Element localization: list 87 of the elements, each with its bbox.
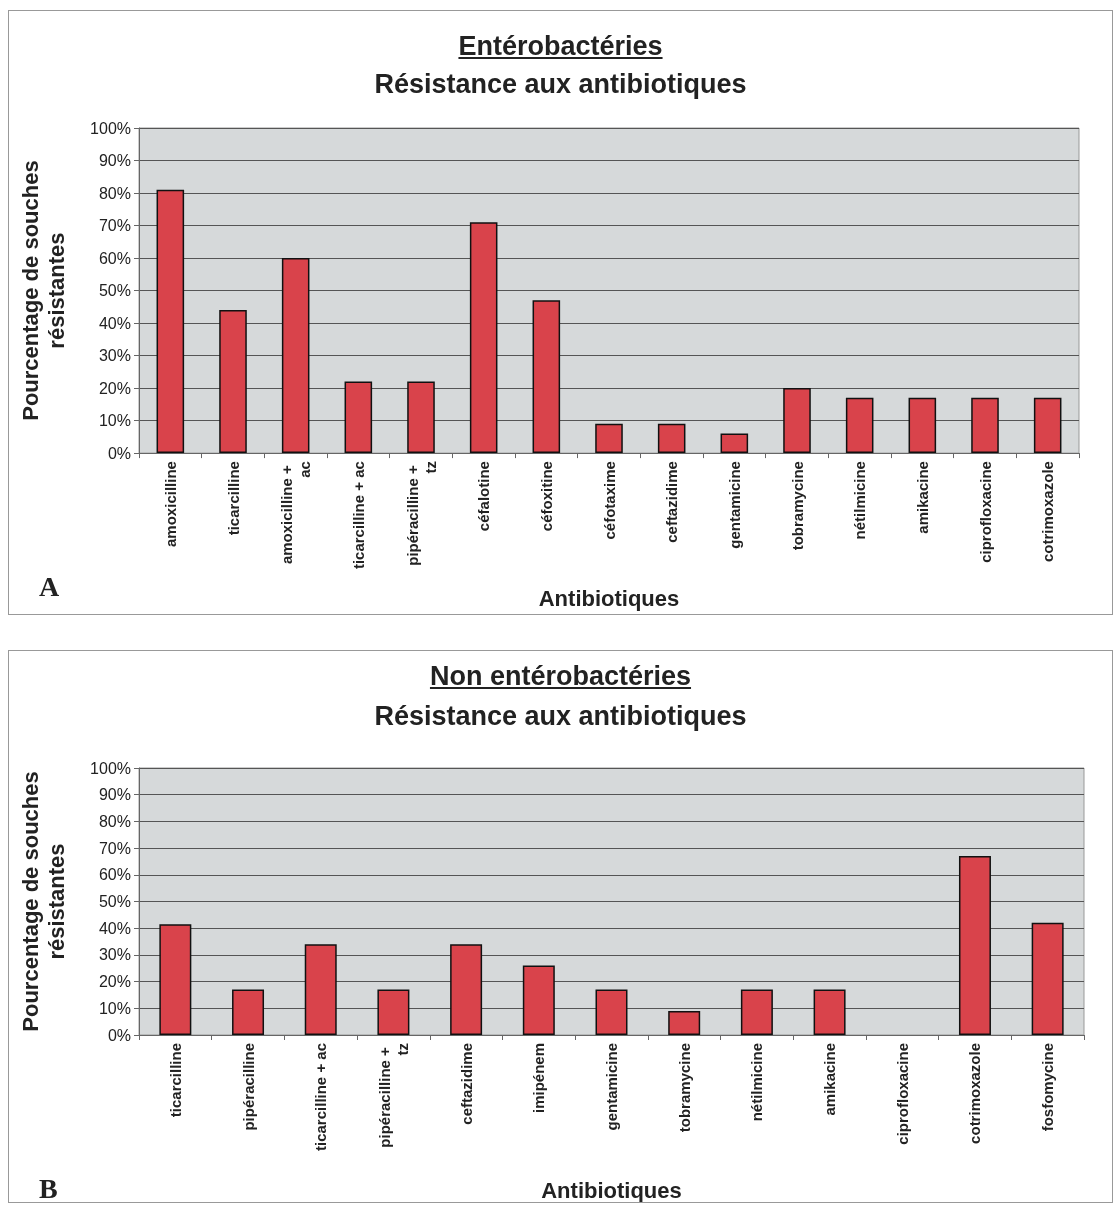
bar <box>1031 922 1064 1035</box>
y-tick-label: 80% <box>98 184 131 202</box>
chart-subtitle: Résistance aux antibiotiques <box>373 69 748 100</box>
bar <box>958 856 991 1035</box>
x-tick-label: amoxicilline <box>161 461 179 547</box>
x-tick-label: céfoxitine <box>537 461 555 532</box>
y-tick-label: 10% <box>98 999 131 1017</box>
x-tick-label: amikacine <box>821 1043 839 1116</box>
chart-subtitle: Résistance aux antibiotiques <box>373 701 748 732</box>
y-tick-label: 50% <box>98 893 131 910</box>
bar <box>845 397 874 454</box>
y-tick-label: 70% <box>98 217 131 235</box>
bar <box>657 423 686 454</box>
x-tick-label: nétilmicine <box>748 1043 766 1122</box>
x-tick-label: ciprofloxacine <box>976 461 994 563</box>
y-tick-label: 70% <box>98 839 131 857</box>
x-tick-label: pipéracilline + tz <box>375 1043 411 1148</box>
y-tick-label: 100% <box>90 759 131 777</box>
bar <box>281 258 310 454</box>
bar <box>159 924 192 1035</box>
x-tick-label: gentamicine <box>603 1043 620 1131</box>
bar <box>668 1010 701 1035</box>
x-tick-label: cotrimoxazole <box>966 1043 984 1144</box>
bar <box>971 397 999 454</box>
x-tick-label: ceftazidime <box>663 461 681 543</box>
x-tick-label: imipénem <box>530 1043 548 1114</box>
bar <box>156 189 185 454</box>
y-tick-label: 90% <box>98 152 131 170</box>
x-tick-label: gentamicine <box>725 461 743 549</box>
bar <box>304 944 337 1035</box>
bar <box>377 989 410 1035</box>
x-tick-label: ciprofloxacine <box>893 1043 911 1145</box>
y-tick-label: 40% <box>98 919 131 937</box>
x-tick-label: ticarcilline + ac <box>349 461 367 570</box>
y-tick-label: 30% <box>98 347 131 365</box>
y-tick-label: 20% <box>98 973 131 991</box>
y-tick-label: 60% <box>98 249 131 267</box>
bar <box>783 388 811 454</box>
x-tick-label: pipéracilline <box>239 1043 257 1131</box>
y-axis-title: Pourcentage de souches résistantes <box>17 160 69 421</box>
x-tick-label: céfotaxime <box>600 461 618 540</box>
bar <box>908 397 937 454</box>
bar <box>522 965 555 1035</box>
bar <box>450 944 483 1035</box>
x-tick-label: tobramycine <box>675 1043 693 1133</box>
y-tick-label: 50% <box>98 282 131 300</box>
chart-title: Non entérobactéries <box>428 661 693 692</box>
y-tick-label: 60% <box>98 866 131 884</box>
x-tick-label: cotrimoxazole <box>1039 461 1057 562</box>
y-tick-label: 40% <box>98 314 131 332</box>
bar <box>1033 397 1062 454</box>
x-tick-label: amikacine <box>913 461 931 534</box>
bar <box>344 381 373 454</box>
bar <box>469 222 498 454</box>
bar <box>595 423 623 454</box>
y-tick-label: 0% <box>107 1026 131 1044</box>
x-tick-label: fosfomycine <box>1039 1043 1057 1132</box>
bar <box>219 310 247 454</box>
text: B <box>39 1173 58 1205</box>
y-tick-label: 30% <box>98 946 131 964</box>
y-tick-label: 90% <box>98 786 131 804</box>
x-tick-label: ticarcilline <box>166 1043 184 1118</box>
bar <box>232 989 265 1035</box>
x-tick-label: ceftazidime <box>457 1043 475 1125</box>
y-tick-label: 80% <box>98 812 131 830</box>
x-tick-label: céfalotine <box>475 461 493 532</box>
text: A <box>39 571 60 603</box>
x-tick-label: amoxicilline + ac <box>278 461 314 565</box>
bar <box>407 381 435 454</box>
y-axis-title: Pourcentage de souches résistantes <box>17 771 69 1032</box>
x-tick-label: nétilmicine <box>851 461 869 540</box>
x-tick-label: tobramycine <box>788 461 806 551</box>
bar <box>720 433 749 454</box>
bar <box>813 989 846 1035</box>
bar <box>532 300 561 454</box>
y-tick-label: 100% <box>90 119 131 137</box>
x-axis-title: Antibiotiques <box>538 585 680 611</box>
x-tick-label: ticarcilline <box>224 461 242 536</box>
y-tick-label: 10% <box>98 412 131 430</box>
y-tick-label: 0% <box>107 444 131 462</box>
x-tick-label: ticarcilline + ac <box>312 1043 330 1151</box>
x-tick-label: pipéracilline + tz <box>403 461 439 566</box>
bar <box>740 989 773 1035</box>
bar <box>595 989 628 1035</box>
x-axis-title: Antibiotiques <box>541 1177 682 1203</box>
y-tick-label: 20% <box>98 379 131 397</box>
chart-title: Entérobactéries <box>457 31 664 62</box>
